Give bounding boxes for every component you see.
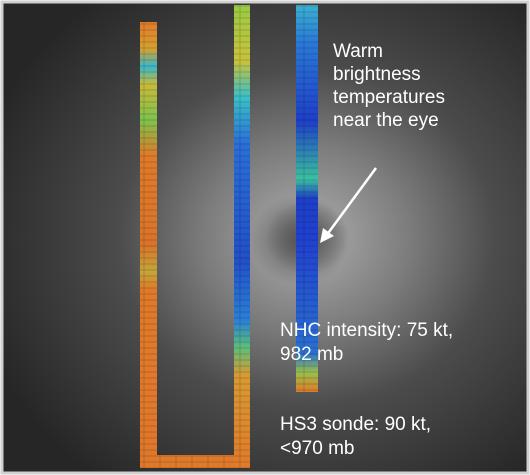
figure: Warmbrightnesstemperaturesnear the eye NH… (0, 0, 530, 475)
annotation-line: NHC intensity: 75 kt, (280, 320, 453, 341)
swath-texture (234, 5, 250, 468)
annotation-line: Warm (333, 41, 383, 62)
annotation-line: <970 mb (280, 438, 354, 459)
swath-texture (140, 22, 157, 468)
annotation-line: temperatures (333, 87, 445, 108)
annotation-line: brightness (333, 64, 421, 85)
annotation-line: HS3 sonde: 90 kt, (280, 414, 431, 435)
annotation-line: near the eye (333, 110, 439, 131)
annotation-line: 982 mb (280, 344, 343, 365)
